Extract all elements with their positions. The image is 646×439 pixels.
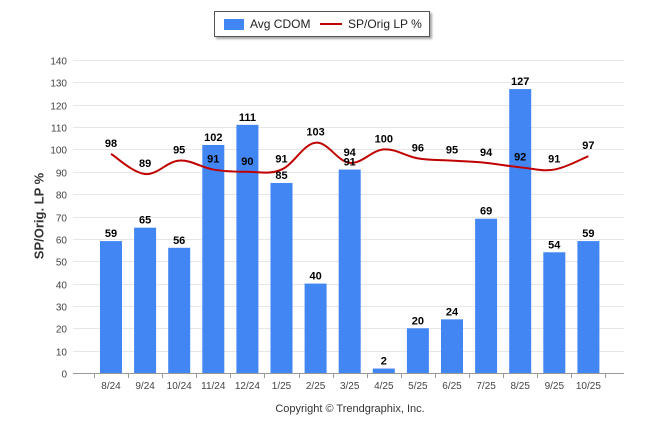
- x-tick-label: 9/25: [545, 381, 565, 392]
- bar: [270, 182, 293, 373]
- line-data-label: 90: [241, 156, 253, 168]
- line-series: [110, 141, 589, 176]
- y-tick-label: 100: [50, 146, 67, 157]
- y-tick-label: 10: [56, 348, 68, 359]
- line-data-label: 95: [446, 145, 458, 157]
- bar-data-label: 59: [105, 228, 117, 240]
- bar: [202, 144, 225, 373]
- y-tick-label: 70: [56, 214, 68, 225]
- bar-data-label: 127: [511, 76, 529, 88]
- bar: [441, 319, 463, 373]
- bar: [577, 241, 600, 373]
- y-tick-label: 90: [56, 169, 68, 180]
- bar: [406, 328, 429, 373]
- line-data-label: 91: [275, 154, 287, 166]
- y-axis-title: SP/Orig. LP %: [31, 172, 47, 260]
- bar-data-label: 69: [480, 206, 492, 218]
- bar-data-label: 2: [381, 356, 387, 368]
- x-tick-label: 5/25: [408, 381, 428, 392]
- bar: [100, 241, 122, 373]
- x-tick-label: 10/25: [576, 381, 601, 392]
- bar: [509, 89, 532, 374]
- line-data-label: 96: [412, 142, 424, 154]
- y-tick-label: 120: [50, 102, 67, 113]
- y-tick-label: 60: [56, 236, 68, 247]
- bar-data-label: 24: [446, 306, 459, 318]
- x-tick-label: 3/25: [340, 381, 360, 392]
- line-data-label: 95: [173, 145, 185, 157]
- bar-series: [100, 89, 600, 374]
- bar-data-label: 102: [204, 132, 222, 144]
- bar: [168, 247, 191, 373]
- line-data-label: 91: [548, 154, 560, 166]
- bar: [134, 227, 157, 373]
- line-data-label: 97: [582, 140, 594, 152]
- x-tick-label: 7/25: [476, 381, 496, 392]
- bar-data-label: 59: [582, 228, 594, 240]
- x-tick-label: 11/24: [201, 381, 226, 392]
- line-data-label: 98: [105, 138, 117, 150]
- y-tick-label: 30: [56, 303, 68, 314]
- y-tick-label: 50: [56, 258, 68, 269]
- x-tick-label: 6/25: [442, 381, 462, 392]
- bar-data-label: 56: [173, 235, 185, 247]
- legend-label-sp-orig-lp: SP/Orig LP %: [348, 17, 422, 31]
- bar-data-label: 40: [309, 271, 321, 283]
- y-tick-label: 40: [56, 281, 68, 292]
- bar-data-label: 85: [275, 170, 287, 182]
- bar-data-label: 91: [344, 157, 356, 169]
- bar-data-label: 111: [239, 112, 256, 124]
- legend-label-avg-cdom: Avg CDOM: [250, 17, 311, 31]
- y-tick-label: 80: [56, 191, 68, 202]
- bar: [338, 169, 361, 373]
- x-tick-label: 2/25: [306, 381, 326, 392]
- legend-line-swatch: [320, 23, 342, 25]
- line-data-label: 100: [375, 133, 393, 145]
- bar: [236, 124, 259, 373]
- bar: [543, 252, 566, 373]
- y-tick-label: 140: [50, 57, 67, 68]
- data-labels: 59 65 56 102 111 85 40 91 2 20 24 69 127 54 59 98 89 95 91…: [105, 76, 595, 367]
- y-tick-label: 130: [50, 79, 67, 90]
- bar-data-label: 65: [139, 215, 151, 227]
- x-tick-label: 8/25: [510, 381, 530, 392]
- axes: 0 10 20 30 40 50 60 70 80 90 100 110 120 130 140 8/24 9/…: [50, 57, 624, 392]
- line-data-label: 94: [344, 147, 357, 159]
- x-tick-label: 4/25: [374, 381, 394, 392]
- x-tick-label: 9/24: [135, 381, 155, 392]
- line-data-label: 92: [514, 151, 526, 163]
- legend-bar-swatch: [224, 18, 244, 30]
- legend-item-avg-cdom[interactable]: Avg CDOM: [224, 12, 310, 36]
- x-tick-label: 8/24: [101, 381, 121, 392]
- line-data-label: 94: [480, 147, 493, 159]
- legend-item-sp-orig-lp[interactable]: SP/Orig LP %: [320, 12, 422, 36]
- bar: [475, 218, 498, 373]
- x-tick-label: 1/25: [272, 381, 292, 392]
- bar-data-label: 20: [412, 315, 424, 327]
- y-tick-label: 20: [56, 325, 68, 336]
- y-tick-label: 110: [51, 124, 67, 135]
- legend: Avg CDOM SP/Orig LP %: [214, 11, 430, 37]
- line-data-label: 103: [306, 127, 324, 139]
- bar: [304, 283, 327, 373]
- line-path: [110, 141, 589, 176]
- y-tick-label: 0: [61, 370, 67, 381]
- copyright-text: Copyright © Trendgraphix, Inc.: [275, 403, 425, 415]
- bar-data-label: 54: [548, 239, 561, 251]
- line-data-label: 89: [139, 158, 151, 170]
- line-data-label: 91: [207, 154, 219, 166]
- bar: [372, 368, 395, 373]
- x-tick-label: 12/24: [235, 381, 260, 392]
- x-tick-label: 10/24: [167, 381, 192, 392]
